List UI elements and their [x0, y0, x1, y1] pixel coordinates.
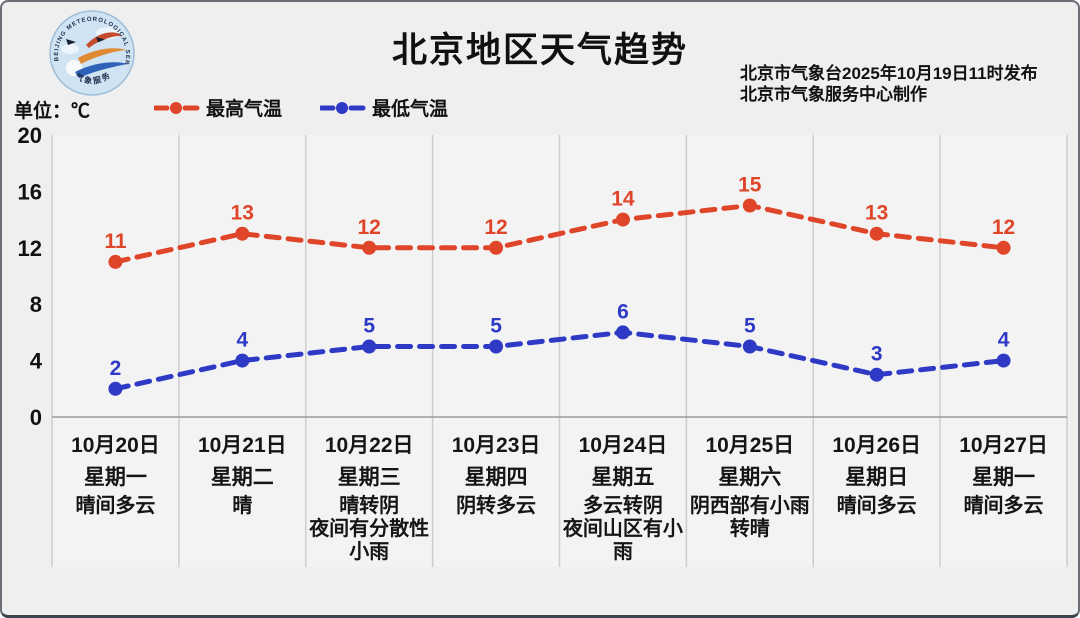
logo-red-swoosh — [86, 32, 123, 48]
x-label-weather: 夜间有分散性 — [308, 516, 429, 540]
y-tick-label: 8 — [30, 292, 42, 317]
x-label-weekday: 星期一 — [972, 466, 1035, 489]
data-point-label: 12 — [992, 216, 1015, 239]
x-label-weather: 晴 — [232, 493, 252, 517]
data-point-label: 13 — [865, 202, 888, 225]
data-point — [235, 353, 250, 368]
legend-item-high-temp: 最高气温 — [154, 94, 282, 121]
x-label-weekday: 星期三 — [338, 466, 401, 489]
chart-legend: 最高气温 最低气温 — [154, 94, 448, 121]
series-line — [112, 329, 1007, 392]
logo-orange-swoosh — [78, 48, 126, 64]
x-label-weekday: 星期六 — [718, 466, 781, 489]
data-point-label: 2 — [110, 357, 122, 380]
legend-item-low-temp: 最低气温 — [320, 94, 448, 121]
data-point-label: 3 — [871, 343, 883, 366]
x-label-weather: 转晴 — [730, 516, 770, 540]
page-title: 北京地区天气趋势 — [391, 31, 688, 70]
data-point — [489, 240, 504, 255]
data-point — [108, 381, 123, 396]
data-point-label: 5 — [744, 315, 756, 338]
logo-blue-swoosh — [75, 62, 128, 78]
x-label-date: 10月21日 — [198, 434, 287, 457]
legend-label-low-temp: 最低气温 — [372, 99, 449, 120]
x-label-date: 10月22日 — [325, 434, 414, 457]
data-point-label: 15 — [738, 174, 762, 197]
dashed-line-marker-icon — [320, 101, 366, 114]
data-point-label: 5 — [363, 315, 375, 338]
x-label-weekday: 星期四 — [465, 466, 528, 489]
x-label-weekday: 星期一 — [84, 466, 147, 489]
data-point-label: 5 — [490, 315, 502, 338]
data-point — [869, 367, 884, 382]
y-tick-label: 16 — [18, 179, 42, 204]
data-point-label: 11 — [104, 230, 127, 253]
data-point — [742, 198, 757, 213]
x-label-weather: 晴转阴 — [339, 493, 399, 517]
data-point — [869, 226, 884, 241]
data-point — [615, 325, 630, 340]
y-tick-label: 4 — [30, 349, 43, 374]
series-line — [112, 202, 1007, 265]
data-point — [742, 339, 757, 354]
data-point-label: 12 — [358, 216, 381, 239]
data-point — [108, 254, 123, 269]
data-point — [489, 339, 504, 354]
data-point — [362, 240, 377, 255]
data-point — [362, 339, 377, 354]
data-point-label: 4 — [998, 329, 1010, 352]
x-label-date: 10月20日 — [71, 434, 160, 457]
logo-bird-icon — [66, 39, 76, 45]
x-label-weather: 夜间山区有小 — [562, 516, 683, 540]
x-label-weather: 晴间多云 — [75, 493, 155, 517]
y-tick-label: 0 — [30, 405, 42, 430]
y-tick-label: 12 — [18, 236, 42, 261]
logo-bird-icon — [96, 37, 105, 43]
x-label-date: 10月25日 — [705, 434, 794, 457]
x-label-weekday: 星期五 — [591, 466, 654, 489]
x-label-weather: 晴间多云 — [964, 493, 1044, 517]
data-point — [996, 353, 1011, 368]
publisher-line-1: 北京市气象台2025年10月19日11时发布 — [740, 64, 1038, 83]
x-label-date: 10月24日 — [579, 434, 668, 457]
data-point-label: 13 — [231, 202, 254, 225]
data-point-label: 4 — [236, 329, 248, 352]
x-label-weekday: 星期日 — [845, 466, 908, 489]
legend-label-high-temp: 最高气温 — [206, 99, 283, 120]
publisher-info: 北京市气象台2025年10月19日11时发布 北京市气象服务中心制作 — [740, 63, 1038, 105]
beijing-meteorological-service-logo: BEIJING METEOROLOGICAL SERVICE 气象服务 — [48, 9, 135, 96]
x-label-weather: 小雨 — [349, 540, 389, 563]
x-label-date: 10月27日 — [959, 434, 1048, 457]
x-label-date: 10月26日 — [832, 434, 921, 457]
data-point — [996, 240, 1011, 255]
data-point-label: 6 — [617, 300, 629, 323]
x-label-weather: 晴间多云 — [837, 493, 917, 517]
y-tick-label: 20 — [18, 123, 42, 148]
unit-label: 单位：℃ — [14, 101, 91, 122]
data-point — [235, 226, 250, 241]
x-label-weather: 阴西部有小雨 — [690, 493, 810, 517]
x-label-weather: 阴转多云 — [456, 493, 536, 517]
data-point-label: 14 — [611, 188, 635, 211]
x-label-date: 10月23日 — [452, 434, 541, 457]
data-point-label: 12 — [484, 216, 507, 239]
x-label-weekday: 星期二 — [211, 466, 274, 489]
x-label-weather: 雨 — [613, 541, 633, 563]
dashed-line-marker-icon — [154, 101, 200, 114]
publisher-line-2: 北京市气象服务中心制作 — [740, 85, 927, 104]
x-label-weather: 多云转阴 — [583, 493, 663, 517]
data-point — [615, 212, 630, 227]
